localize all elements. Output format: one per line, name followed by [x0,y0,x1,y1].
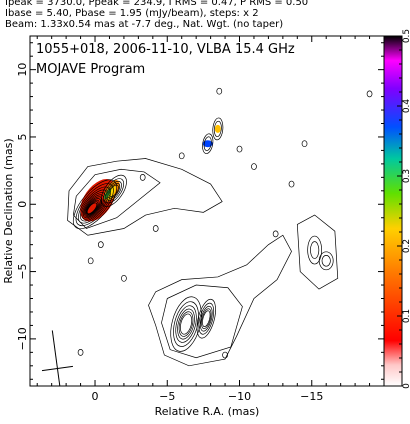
noise-contour [288,180,295,188]
south-knot-contour [180,313,193,335]
plot-area [41,87,373,386]
noise-contour [216,87,223,95]
south-knot-contour [199,305,213,332]
noise-contour [139,173,146,181]
south-lobe-contour [161,284,243,359]
colorbar-tick-label: 0.1 [402,309,410,323]
chart-subtitle: MOJAVE Program [36,62,145,77]
noise-contour [366,90,373,98]
chart-title: 1055+018, 2006-11-10, VLBA 15.4 GHz [36,42,295,57]
south-knot-contour [175,305,197,343]
x-tick-label: −15 [300,390,323,403]
x-tick-label: 0 [92,390,99,403]
noise-contour [251,163,257,170]
noise-contour [301,140,308,148]
noise-contour [87,257,94,265]
y-tick-label: 0 [16,201,29,208]
colorbar-tick-label: 0.4 [402,99,410,114]
y-tick-label: −5 [16,263,29,279]
north-knot-contour [213,120,222,137]
south-lobe-envelope [148,234,292,367]
x-tick-label: −10 [228,390,251,403]
noise-contour [121,274,127,282]
core-contour [85,199,100,216]
x-tick-label: −5 [159,390,175,403]
core-contour [86,202,98,215]
colorbar-tick-label: 0 [402,383,410,389]
core-contour [79,189,109,222]
noise-contour [152,225,159,232]
header-line-1: Ipeak = 3730.0, Ppeak = 234.9, I RMS = 0… [5,0,309,8]
y-axis-label: Relative Declination (mas) [2,138,15,283]
far-knot-contour [310,241,320,259]
beam-minor-axis [41,365,73,372]
far-knot-contour [321,255,331,267]
noise-contour [236,145,243,153]
south-knot-contour [170,296,202,352]
south-knot-contour [198,302,215,335]
knot-contour [105,180,122,201]
core-contour [86,201,99,215]
polarization-knot-blue [202,140,213,148]
colorbar-tick-label: 0.3 [402,169,410,183]
core-contour [72,179,118,230]
north-knot-contour [203,136,212,151]
far-lobe-contour [296,214,339,290]
header-line-2: Ibase = 5.40, Pbase = 1.95 (mJy/beam), s… [5,8,259,19]
y-tick-label: 5 [16,133,29,140]
noise-contour [77,348,84,356]
y-tick-label: −10 [16,327,29,350]
north-knot-contour [202,133,214,154]
south-knot-contour [202,310,211,328]
colorbar-tick-label: 0.5 [402,29,410,43]
x-axis-label: Relative R.A. (mas) [155,405,260,418]
north-knot-contour [212,117,224,141]
knot-contour [108,184,119,197]
south-knot-contour [201,308,212,329]
y-tick-label: 10 [16,63,29,77]
core-contour [82,194,105,219]
knot-contour [103,178,125,204]
south-knot-contour [178,311,194,337]
core-contour [85,198,101,216]
polarization-knot-yellow [214,124,221,133]
header-line-3: Beam: 1.33x0.54 mas at -7.7 deg., Nat. W… [5,19,284,30]
knot-contour [107,183,121,199]
south-knot-contour [196,298,216,339]
south-knot-contour [177,308,195,340]
colorbar-tick-label: 0.2 [402,239,410,253]
jet-envelope-contour [67,158,223,236]
noise-contour [272,230,279,238]
far-knot-contour [307,235,322,265]
noise-contour [178,152,185,160]
noise-contour [222,351,228,359]
jet-envelope-contour [72,168,161,229]
colorbar [383,35,403,387]
noise-contour [97,241,104,249]
knot-contour [100,174,127,207]
